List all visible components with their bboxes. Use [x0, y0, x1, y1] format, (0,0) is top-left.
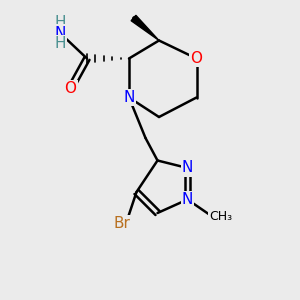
- Text: N: N: [182, 160, 193, 175]
- Text: Br: Br: [113, 216, 130, 231]
- Text: O: O: [64, 81, 76, 96]
- Text: N: N: [54, 26, 66, 40]
- Text: H: H: [54, 15, 66, 30]
- Text: N: N: [123, 90, 135, 105]
- Polygon shape: [131, 15, 159, 41]
- Text: H: H: [54, 36, 66, 51]
- Text: N: N: [182, 192, 193, 207]
- Text: CH₃: CH₃: [209, 209, 232, 223]
- Text: O: O: [190, 51, 202, 66]
